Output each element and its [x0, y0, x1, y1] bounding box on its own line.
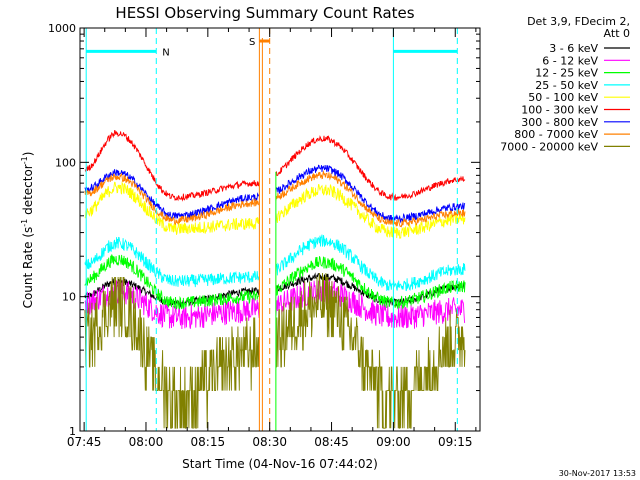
series-line-2	[84, 254, 466, 310]
series-line-4	[84, 181, 466, 239]
chart-title: HESSI Observing Summary Count Rates	[115, 4, 414, 22]
legend-label-0: 3 - 6 keV	[549, 42, 598, 55]
y-tick-label-0: 1	[69, 425, 76, 438]
legend-label-7: 800 - 7000 keV	[514, 128, 598, 141]
x-axis: 07:45 08:00 08:15 08:30 08:45 09:00 09:15	[67, 28, 477, 449]
legend-header-line-1: Det 3,9, FDecim 2,	[527, 15, 630, 28]
y-axis-label: Count Rate (s-1 detector-1)	[20, 152, 35, 309]
series-layer	[84, 130, 466, 429]
x-tick-label-4: 08:45	[314, 435, 349, 449]
x-tick-label-1: 08:00	[129, 435, 164, 449]
flag-label-0: N	[162, 47, 169, 58]
legend-label-6: 300 - 800 keV	[521, 116, 598, 129]
observing-flags: NS	[85, 28, 458, 431]
series-line-1	[84, 279, 466, 330]
legend-label-2: 12 - 25 keV	[535, 67, 598, 80]
legend-header-line-2: Att 0	[604, 27, 630, 40]
footer-timestamp: 30-Nov-2017 13:53	[559, 469, 636, 478]
legend-label-1: 6 - 12 keV	[542, 54, 598, 67]
series-line-3	[84, 234, 466, 292]
y-axis-label-sup2: -1	[20, 156, 29, 164]
x-tick-label-0: 07:45	[67, 435, 102, 449]
legend-header: Det 3,9, FDecim 2, Att 0	[527, 15, 630, 40]
flag-label-1: S	[249, 37, 255, 48]
y-axis: 1 10 100 1000	[48, 22, 480, 438]
x-tick-label-2: 08:15	[191, 435, 226, 449]
legend-label-5: 100 - 300 keV	[521, 104, 598, 117]
y-axis-label-main: Count Rate (s	[21, 227, 35, 309]
legend-label-8: 7000 - 20000 keV	[500, 140, 598, 153]
plot-frame	[79, 27, 481, 432]
x-tick-label-6: 09:15	[438, 435, 473, 449]
y-axis-label-mid: detector	[21, 164, 35, 219]
y-tick-label-3: 1000	[48, 22, 76, 35]
series-line-7	[84, 169, 466, 228]
y-axis-label-end: )	[21, 152, 35, 157]
x-axis-label: Start Time (04-Nov-16 07:44:02)	[182, 457, 378, 471]
legend-label-4: 50 - 100 keV	[528, 91, 598, 104]
y-axis-label-sup1: -1	[20, 219, 29, 227]
series-line-8	[84, 272, 466, 429]
legend-label-3: 25 - 50 keV	[535, 79, 598, 92]
x-tick-label-5: 09:00	[376, 435, 411, 449]
y-tick-label-2: 100	[55, 156, 76, 169]
x-tick-label-3: 08:30	[252, 435, 287, 449]
y-tick-label-1: 10	[62, 291, 76, 304]
series-line-5	[84, 130, 466, 202]
